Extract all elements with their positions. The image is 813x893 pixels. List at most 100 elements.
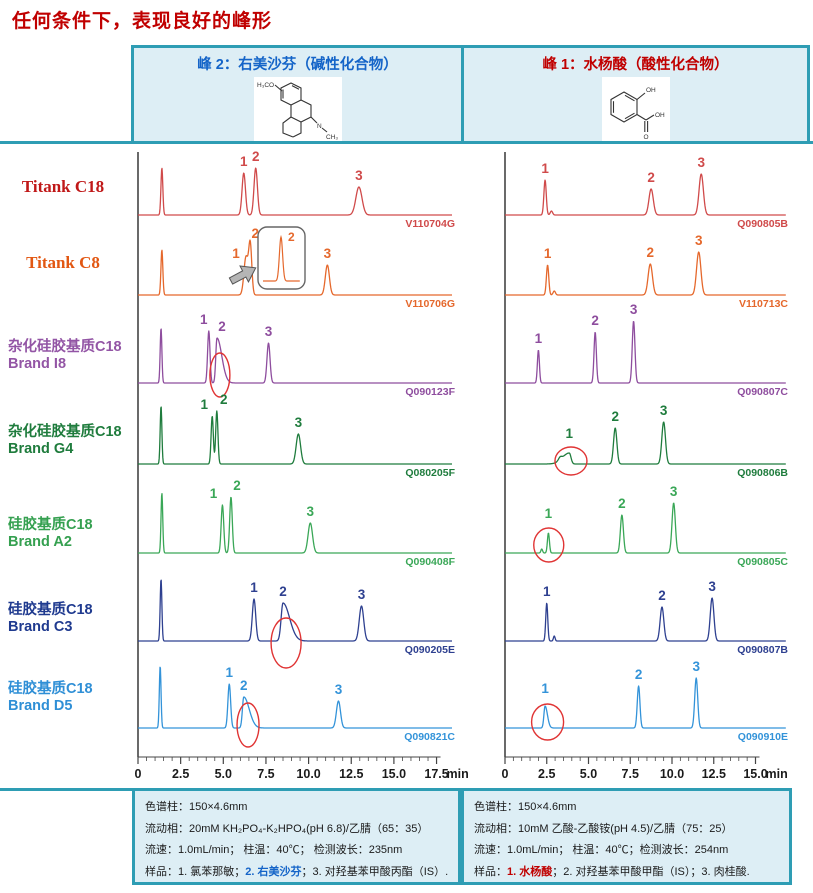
peak-number-label: 3 [695, 233, 703, 248]
x-axis-tick-label: 12.5 [702, 767, 726, 781]
dextromethorphan-structure: H₃CO N CH₃ [253, 77, 342, 141]
condition-text: ；3. 对羟基苯甲酸丙酯（IS）. [301, 865, 449, 878]
column-label-line: Titank C8 [26, 253, 100, 272]
chromatogram-trace [137, 666, 453, 729]
peak-number-label: 1 [200, 397, 208, 412]
run-code-label: Q090821C [404, 731, 455, 743]
run-code-label: Q090408F [405, 556, 455, 568]
column-label-line: 杂化硅胶基质C18 [8, 424, 122, 440]
column-label-line: Titank C18 [21, 177, 105, 196]
column-label-brand-c3: 硅胶基质C18 Brand C3 [8, 602, 132, 636]
peak-number-label: 3 [265, 324, 273, 339]
n-methyl-label: CH₃ [326, 134, 338, 141]
peak-number-label: 3 [670, 484, 678, 499]
chromatogram-trace [504, 421, 787, 465]
x-axis-tick-label: 5.0 [580, 767, 597, 781]
column-label-line: 杂化硅胶基质C18 [8, 339, 122, 355]
x-axis-tick-label: 15.0 [382, 767, 406, 781]
acid-oh-label: OH [655, 112, 665, 119]
condition-line: 流速：1.0mL/min； 柱温：40℃； 检测波长：235nm [145, 840, 452, 862]
peak-number-label: 2 [618, 496, 626, 511]
condition-text: 样品： [474, 865, 507, 878]
x-axis-tick-label: 5.0 [215, 767, 232, 781]
chromatogram-trace [504, 320, 787, 384]
column-label-line: Brand A2 [8, 534, 72, 550]
chromatogram-trace [504, 173, 787, 216]
peak-number-label: 1 [541, 681, 549, 696]
column-label-brand-i8: 杂化硅胶基质C18 Brand I8 [8, 339, 132, 373]
x-axis-tick-label: 2.5 [538, 767, 555, 781]
run-code-label: Q090205E [405, 644, 455, 656]
salicylic-acid-structure: OH OH O [601, 77, 670, 141]
peak-number-label: 2 [220, 392, 228, 407]
column-label-line: 硅胶基质C18 [8, 517, 93, 533]
peak-number-label: 1 [535, 331, 543, 346]
methoxy-label: H₃CO [257, 82, 274, 89]
header-cell-salicylic-acid: 峰 1：水杨酸（酸性化合物） OH [461, 48, 807, 141]
peak-number-label: 2 [240, 678, 248, 693]
run-code-label: Q090806B [737, 467, 788, 479]
condition-line: 样品：1. 水杨酸；2. 对羟基苯甲酸甲酯（IS）；3. 肉桂酸. [474, 862, 783, 884]
column-label-line: 硅胶基质C18 [8, 602, 93, 618]
condition-text: 流速：1.0mL/min； 柱温：40℃；检测波长：254nm [474, 844, 729, 856]
amine-n-label: N [317, 123, 322, 130]
condition-text: 色谱柱：150×4.6mm [145, 801, 248, 813]
run-code-label: Q090805C [737, 556, 788, 568]
chromatogram-trace [504, 502, 787, 554]
problem-peak-ellipse [209, 352, 231, 398]
peak2-title: 峰 2：右美沙芬（碱性化合物） [197, 57, 398, 73]
problem-peak-ellipse [554, 446, 588, 476]
column-label-line: Brand G4 [8, 441, 74, 457]
problem-peak-ellipse [530, 703, 565, 741]
condition-line: 流动相：10mM 乙酸-乙酸铵(pH 4.5)/乙腈（75：25） [474, 819, 783, 841]
magnified-peak-inset: 2 [228, 226, 306, 290]
peak-number-label: 3 [324, 246, 332, 261]
chromatogram-trace [137, 167, 453, 216]
run-code-label: Q080205F [405, 467, 455, 479]
peak-number-label: 2 [218, 319, 226, 334]
footer-left-rule [0, 788, 132, 791]
peak-number-label: 1 [240, 154, 248, 169]
peak-number-label: 1 [210, 486, 218, 501]
conditions-table-dextromethorphan: 色谱柱：150×4.6mm 流动相：20mM KH₂PO₄-K₂HPO₄(pH 6… [132, 788, 461, 885]
peak-number-label: 2 [658, 588, 666, 603]
peak-number-label: 1 [232, 246, 240, 261]
run-code-label: Q090807B [737, 644, 788, 656]
conditions-table-salicylic-acid: 色谱柱：150×4.6mm 流动相：10mM 乙酸-乙酸铵(pH 4.5)/乙腈（… [461, 788, 792, 885]
x-axis-tick-label: 10.0 [296, 767, 320, 781]
header-cell-dextromethorphan: 峰 2：右美沙芬（碱性化合物） H₃CO [134, 48, 461, 141]
x-axis-unit-label: min [447, 767, 469, 781]
peak-number-label: 1 [543, 584, 551, 599]
x-axis-tick-label: 2.5 [172, 767, 189, 781]
column-label-brand-g4: 杂化硅胶基质C18 Brand G4 [8, 424, 132, 458]
run-code-label: Q090807C [737, 386, 788, 398]
peak-number-label: 3 [355, 168, 363, 183]
column-label-line: Brand D5 [8, 698, 73, 714]
x-axis-tick-label: 0 [135, 767, 142, 781]
condition-line: 色谱柱：150×4.6mm [145, 797, 452, 819]
peak-number-label: 2 [252, 149, 260, 164]
run-code-label: V110706G [405, 298, 455, 310]
x-axis-tick-label: 15.0 [743, 767, 767, 781]
peak-number-label: 1 [200, 312, 208, 327]
peak-number-label: 1 [566, 426, 574, 441]
condition-text: 色谱柱：150×4.6mm [474, 801, 577, 813]
x-axis-tick-label: 10.0 [660, 767, 684, 781]
x-axis-tick-label: 12.5 [339, 767, 363, 781]
x-axis-tick-label: 7.5 [622, 767, 639, 781]
condition-line: 样品：1. 氯苯那敏；2. 右美沙芬；3. 对羟基苯甲酸丙酯（IS）. [145, 862, 452, 884]
x-axis-unit-label: min [766, 767, 788, 781]
peak-number-label: 3 [630, 302, 638, 317]
chromatogram-trace [137, 492, 453, 554]
peak-number-label: 1 [544, 246, 552, 261]
column-label-line: 硅胶基质C18 [8, 681, 93, 697]
condition-text: 流速：1.0mL/min； 柱温：40℃； 检测波长：235nm [145, 844, 403, 856]
chromatogram-trace [137, 579, 453, 642]
inset-box [257, 226, 306, 290]
x-axis-tick-label: 0 [502, 767, 509, 781]
peak-number-label: 2 [611, 409, 619, 424]
problem-peak-ellipse [236, 702, 260, 748]
chromatogram-trace [504, 597, 787, 642]
peak-number-label: 3 [307, 504, 315, 519]
condition-line: 流速：1.0mL/min； 柱温：40℃；检测波长：254nm [474, 840, 783, 862]
